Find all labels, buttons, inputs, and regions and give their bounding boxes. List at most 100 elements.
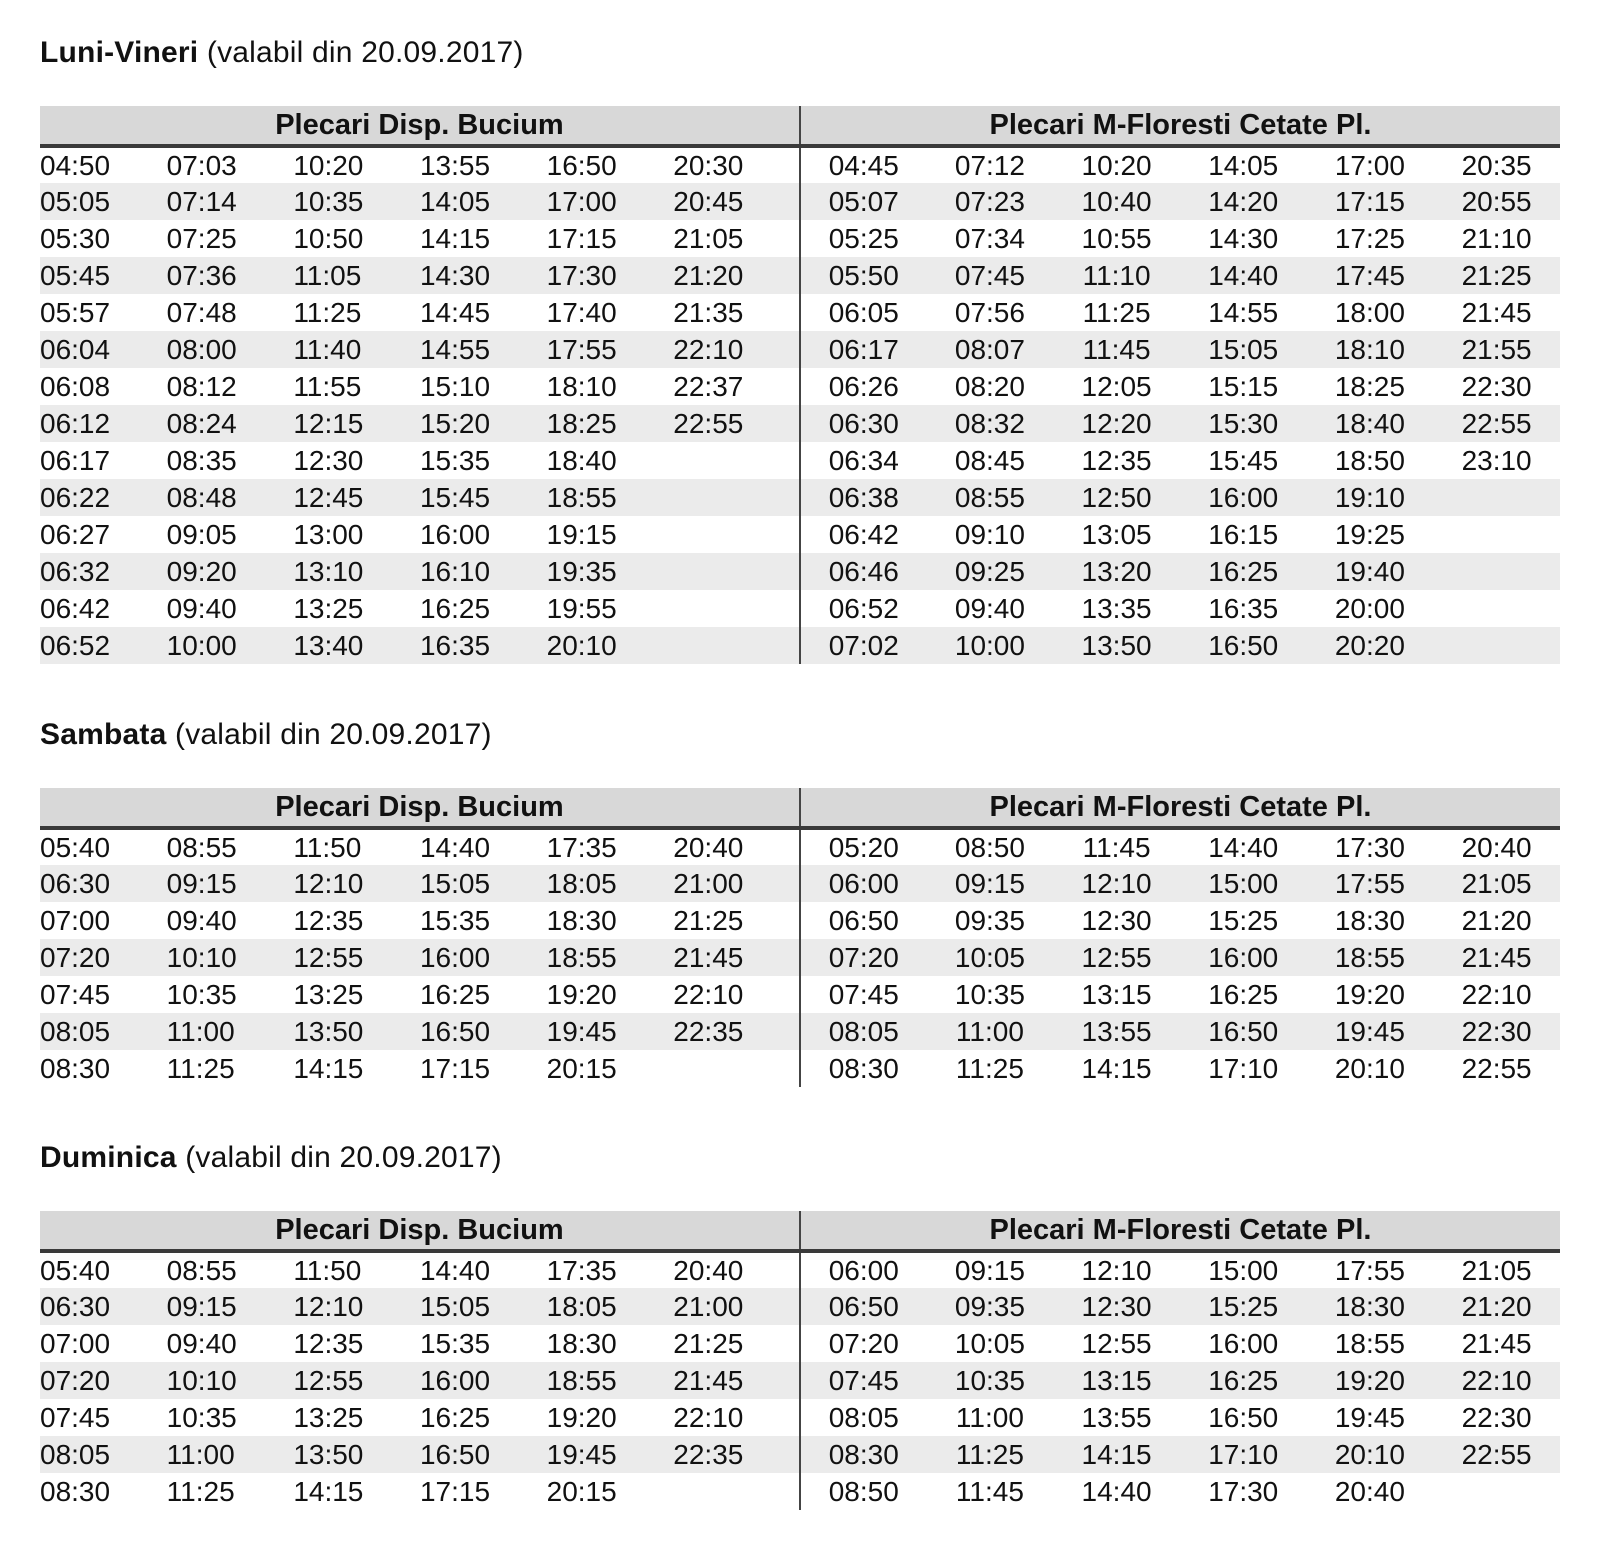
table-row: 06:27 09:05 13:00 16:00 19:15 06:42 09:10 13:05… — [40, 516, 1560, 553]
time-cell: 09:25 — [954, 555, 1025, 587]
time-cell: 17:15 — [419, 1052, 491, 1084]
time-cell: 05:45 — [40, 259, 111, 291]
time-cell: 19:45 — [1334, 1401, 1405, 1433]
time-cell: 10:35 — [954, 978, 1025, 1010]
time-cell: 16:50 — [546, 149, 617, 181]
time-cell: 18:00 — [1334, 296, 1405, 328]
time-cell: 08:55 — [166, 831, 237, 863]
time-cell: 06:34 — [798, 442, 927, 479]
time-cell: 17:25 — [1334, 222, 1405, 254]
time-cell: 07:20 — [798, 1325, 927, 1362]
time-cell: 17:55 — [1334, 1254, 1405, 1286]
time-cell: 18:55 — [546, 481, 617, 513]
time-cell: 19:20 — [546, 1401, 617, 1433]
time-cell: 19:45 — [1334, 1015, 1405, 1047]
time-cell: 13:10 — [293, 555, 364, 587]
time-cell: 06:22 — [40, 481, 111, 513]
time-cell: 21:45 — [673, 941, 744, 973]
time-cell: 17:10 — [1208, 1438, 1279, 1470]
time-cell: 14:20 — [1208, 185, 1279, 217]
time-cell: 13:25 — [293, 1401, 364, 1433]
time-cell: 11:55 — [293, 370, 362, 402]
time-cell: 15:30 — [1208, 407, 1279, 439]
time-cell: 07:45 — [798, 976, 927, 1013]
time-cell: 12:10 — [1081, 1254, 1152, 1286]
time-cell: 08:30 — [798, 1436, 927, 1473]
time-cell: 13:40 — [293, 629, 364, 661]
time-cell: 17:55 — [1334, 867, 1405, 899]
time-cell: 09:35 — [954, 1290, 1025, 1322]
time-cell: 20:45 — [673, 185, 744, 217]
time-cell: 22:55 — [1461, 407, 1532, 439]
time-cell: 05:40 — [40, 1254, 111, 1286]
time-cell: 14:55 — [1208, 296, 1279, 328]
time-cell: 19:10 — [1334, 481, 1405, 513]
time-cell: 18:55 — [1334, 941, 1405, 973]
time-cell: 18:40 — [1334, 407, 1405, 439]
time-cell: 13:35 — [1081, 592, 1152, 624]
table-row: 06:30 09:15 12:10 15:05 18:05 21:00 06:00 09:15… — [40, 865, 1560, 902]
time-cell: 19:20 — [1334, 978, 1405, 1010]
time-cell: 12:35 — [1081, 444, 1152, 476]
time-cell: 14:40 — [1208, 259, 1279, 291]
time-cell: 13:55 — [1081, 1015, 1152, 1047]
time-cell: 18:25 — [1334, 370, 1405, 402]
table-row: 05:40 08:55 11:50 14:40 17:35 20:40 05:20 08:50… — [40, 828, 1560, 865]
table-row: 06:42 09:40 13:25 16:25 19:55 06:52 09:40 13:35… — [40, 590, 1560, 627]
time-cell: 07:00 — [40, 904, 111, 936]
time-cell: 13:25 — [293, 978, 364, 1010]
time-cell: 22:35 — [673, 1438, 744, 1470]
time-cell: 20:10 — [546, 629, 617, 661]
table-row: 06:04 08:00 11:40 14:55 17:55 22:10 06:17 08:07… — [40, 331, 1560, 368]
time-cell: 12:55 — [293, 1364, 364, 1396]
time-cell: 07:45 — [798, 1362, 927, 1399]
time-cell: 17:40 — [546, 296, 617, 328]
time-cell: 07:12 — [954, 149, 1025, 181]
time-cell: 20:35 — [1461, 149, 1532, 181]
time-cell: 16:00 — [419, 941, 491, 973]
time-cell: 13:15 — [1081, 978, 1152, 1010]
time-cell: 15:45 — [419, 481, 491, 513]
time-cell: 13:05 — [1081, 518, 1152, 550]
section-title-day: Sambata — [40, 718, 167, 751]
time-cell: 07:36 — [166, 259, 237, 291]
time-cell: 12:15 — [293, 407, 364, 439]
time-cell: 17:15 — [1334, 185, 1405, 217]
time-cell: 09:40 — [954, 592, 1025, 624]
time-cell: 07:03 — [166, 149, 237, 181]
time-cell: 17:10 — [1208, 1052, 1279, 1084]
time-cell: 05:25 — [798, 220, 927, 257]
time-cell: 15:20 — [419, 407, 491, 439]
time-cell: 15:25 — [1208, 904, 1279, 936]
time-cell: 05:50 — [798, 257, 927, 294]
time-cell: 13:25 — [293, 592, 364, 624]
time-cell: 05:30 — [40, 222, 111, 254]
time-cell: 07:20 — [40, 941, 111, 973]
time-cell: 14:05 — [419, 185, 491, 217]
table-row: 08:05 11:00 13:50 16:50 19:45 22:35 08:30 11:25… — [40, 1436, 1560, 1473]
time-cell: 15:15 — [1208, 370, 1279, 402]
table-row: 07:45 10:35 13:25 16:25 19:20 22:10 08:05 11:00… — [40, 1399, 1560, 1436]
time-cell: 05:05 — [40, 185, 111, 217]
time-cell: 19:15 — [546, 518, 617, 550]
time-cell: 06:42 — [40, 592, 111, 624]
time-cell: 22:30 — [1461, 1015, 1532, 1047]
time-cell: 14:15 — [419, 222, 491, 254]
time-cell: 12:35 — [293, 904, 364, 936]
time-cell: 08:05 — [798, 1013, 927, 1050]
time-cell: 18:30 — [1334, 1290, 1405, 1322]
time-cell: 14:30 — [1208, 222, 1279, 254]
time-cell: 09:15 — [954, 1254, 1025, 1286]
time-cell: 09:15 — [954, 867, 1025, 899]
time-cell: 16:00 — [1208, 481, 1279, 513]
time-cell: 18:55 — [546, 1364, 617, 1396]
section-title-validity: (valabil din 20.09.2017) — [175, 718, 492, 751]
time-cell: 11:45 — [955, 1475, 1024, 1507]
time-cell: 12:55 — [1081, 1327, 1152, 1359]
time-cell: 08:55 — [954, 481, 1025, 513]
table-row: 08:05 11:00 13:50 16:50 19:45 22:35 08:05 11:00… — [40, 1013, 1560, 1050]
time-cell: 06:08 — [40, 370, 111, 402]
time-cell: 11:50 — [293, 831, 362, 863]
time-cell: 08:50 — [798, 1473, 927, 1510]
time-cell: 10:20 — [1081, 149, 1152, 181]
